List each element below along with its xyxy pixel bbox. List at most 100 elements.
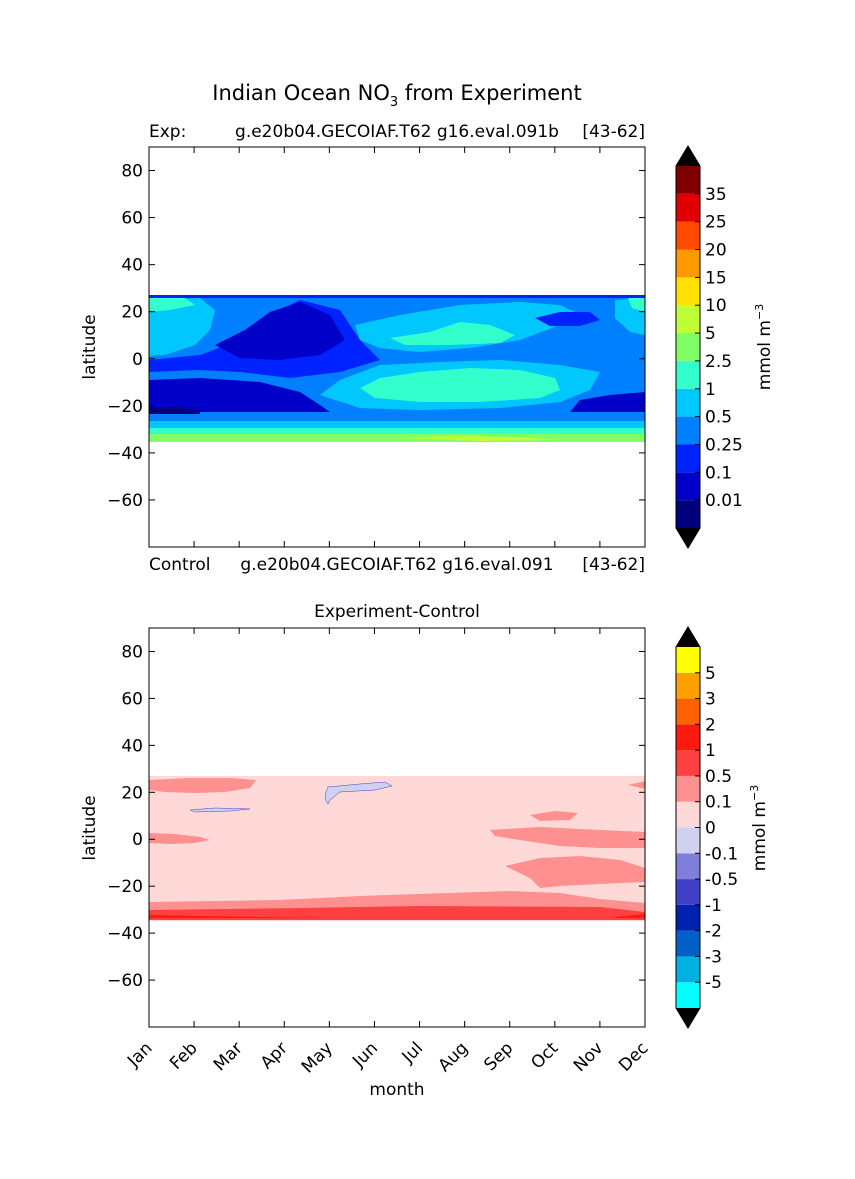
top-right-label: [43-62] [582,122,645,142]
bottom-region-east-edge [628,781,645,789]
top-colorbar-swatch [676,277,700,306]
top-region-teal-center-north [390,322,515,345]
bottom-colorbar-swatch [676,801,700,828]
bottom-colorbar-tick-label: -3 [705,947,722,967]
bottom-x-tick-label: Apr [257,1038,292,1073]
top-y-axis-label: latitude [80,314,100,379]
top-colorbar-extend-max [676,146,700,166]
top-bottom-left-label: Control [149,555,210,575]
top-y-tick-label: 0 [132,350,143,370]
top-colorbar-tick-label: 1 [705,380,716,400]
bottom-colorbar-swatch [676,827,700,854]
top-colorbar-tick-label: 15 [705,268,727,288]
top-panel: Exp: g.e20b04.GECOIAF.T62 g16.eval.091b … [80,122,775,575]
bottom-region-neg-west [189,807,251,813]
figure-title: Indian Ocean NO3 from Experiment [212,81,581,110]
bottom-colorbar-tick-label: 0.1 [705,793,732,813]
top-colorbar-frame [675,145,701,549]
bottom-y-tick-label: 0 [132,830,143,850]
top-colorbar-swatch [676,500,700,528]
top-colorbar-tick-label: 25 [705,213,727,233]
top-colorbar-swatch [676,305,700,334]
bottom-x-tick-label: May [298,1038,337,1077]
bottom-colorbar-tick-label: 2 [705,715,716,735]
top-left-label: Exp: [149,122,186,142]
bottom-colorbar-label-sup: −3 [748,785,761,801]
bottom-colorbar-swatch [676,982,700,1008]
figure-title-main: Indian Ocean NO [212,81,390,105]
top-region-south-band-1 [149,427,645,434]
bottom-colorbar-tick-label: 0.5 [705,767,732,787]
top-colorbar-tick-label: 0.1 [705,463,732,483]
top-region-teal-east [628,297,645,312]
top-colorbar: 0.01 0.1 0.25 0.5 1 2.5 5 10 15 20 25 35 [675,145,743,549]
top-colorbar-tick-label: 0.5 [705,408,732,428]
bottom-region-se-pos [505,856,645,888]
bottom-y-tick-label: 20 [121,783,143,803]
top-colorbar-tick-label: 2.5 [705,352,732,372]
top-x-ticks [148,147,646,547]
top-colorbar-tick-label: 0.01 [705,491,743,511]
top-colorbar-swatch [676,388,700,417]
top-y-tick-label: −20 [107,397,143,417]
top-colorbar-extend-min [676,528,700,548]
top-y-tick-label: 40 [121,256,143,276]
bottom-x-tick-label: Nov [570,1038,608,1076]
bottom-colorbar-swatch [676,698,700,725]
top-region-lower-band [149,433,645,442]
top-plot-frame [148,146,646,548]
bottom-colorbar-tick-label: -0.1 [705,844,738,864]
top-colorbar-swatch [676,249,700,278]
bottom-x-tick-label: Mar [210,1038,247,1075]
top-region-south-band-3 [149,412,645,421]
bottom-plot-frame [148,627,646,1028]
bottom-colorbar-tick-label: 5 [705,664,716,684]
bottom-x-tick-label: Aug [435,1038,473,1076]
top-colorbar-label-sup: −3 [753,304,766,320]
bottom-colorbar-tick-label: -1 [705,896,722,916]
top-colorbar-tick-label: 10 [705,296,727,316]
top-colorbar-label-text: mmol m [755,320,775,390]
bottom-colorbar-tick-label: 0 [705,819,716,839]
bottom-y-tick-label: −40 [107,924,143,944]
top-y-tick-label: −60 [107,491,143,511]
bottom-colorbar: -5 -3 -2 -1 -0.5 -0.1 0 0.1 0.5 1 2 3 5 [675,626,738,1029]
bottom-colorbar-extend-max [676,627,700,647]
bottom-title: Experiment-Control [314,602,480,622]
bottom-colorbar-tick-label: -0.5 [705,870,738,890]
bottom-colorbar-tick-label: -5 [705,973,722,993]
top-colorbar-swatch [676,444,700,473]
bottom-x-tick-label: Jan [123,1038,156,1071]
bottom-colorbar-tick-label: 3 [705,690,716,710]
top-colorbar-swatch [676,360,700,389]
top-region-cyan-west [149,298,215,356]
bottom-colorbar-swatch [676,672,700,699]
top-center-label: g.e20b04.GECOIAF.T62 g16.eval.091b [235,122,559,142]
bottom-colorbar-swatch [676,724,700,751]
bottom-y-tick-label: 60 [121,689,143,709]
bottom-colorbar-swatch [676,647,700,673]
bottom-y-axis-label: latitude [80,795,100,860]
figure-title-rest: from Experiment [398,81,582,105]
bottom-y-ticks: 80 60 40 20 0 −20 −40 −60 [107,642,645,991]
bottom-colorbar-swatch [676,930,700,957]
bottom-colorbar-swatch [676,775,700,802]
top-colorbar-swatch [676,221,700,250]
top-colorbar-swatch [676,193,700,222]
top-colorbar-tick-label: 35 [705,185,727,205]
bottom-colorbar-swatch [676,904,700,931]
top-y-tick-label: 20 [121,303,143,323]
bottom-colorbar-tick-label: 1 [705,741,716,761]
top-colorbar-tick-label: 5 [705,324,716,344]
bottom-y-tick-label: 40 [121,736,143,756]
bottom-x-tick-label: Jun [348,1038,382,1072]
bottom-y-tick-label: −20 [107,877,143,897]
top-colorbar-swatch [676,472,700,501]
bottom-colorbar-swatch [676,853,700,880]
bottom-contour-field [149,776,645,921]
bottom-region-ne-pos [530,811,578,821]
top-region-south-band-2 [149,420,645,428]
bottom-x-axis-label: month [369,1080,424,1100]
bottom-y-tick-label: 80 [121,642,143,662]
